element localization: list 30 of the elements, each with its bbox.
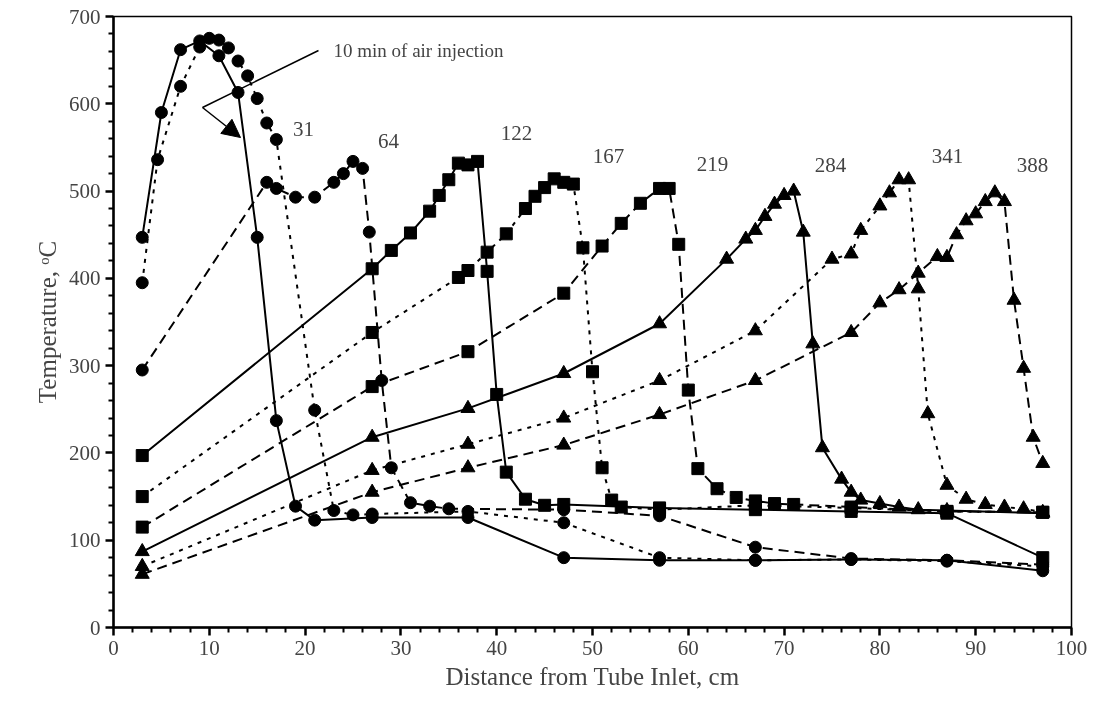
annotation: 284 [814,152,847,177]
x-tick-label: 30 [390,635,412,660]
x-tick-label: 60 [677,635,699,660]
annotation: 167 [592,143,625,168]
annotation: 64 [378,128,400,153]
x-tick-label: 40 [486,635,508,660]
annotation: 122 [500,120,533,145]
y-tick-label: 0 [90,615,101,640]
annotation: 388 [1016,152,1049,177]
y-axis-title: Temperature, ᵒC [34,240,61,404]
y-tick-label: 300 [69,353,101,378]
x-tick-label: 10 [198,635,220,660]
y-tick-label: 400 [69,266,101,291]
y-tick-label: 700 [69,4,101,29]
annotation: 31 [293,116,314,141]
x-tick-label: 20 [294,635,316,660]
x-tick-label: 0 [108,635,119,660]
x-tick-label: 50 [582,635,603,660]
x-tick-label: 80 [869,635,891,660]
y-tick-label: 600 [69,91,101,116]
annotation: 10 min of air injection [333,40,504,61]
annotation: 341 [931,143,964,168]
y-tick-label: 200 [69,440,101,465]
y-tick-label: 500 [69,179,101,204]
x-tick-label: 70 [773,635,795,660]
x-axis-title: Distance from Tube Inlet, cm [445,662,740,690]
annotation: 219 [696,151,729,176]
x-tick-label: 100 [1055,635,1088,660]
y-tick-label: 100 [69,528,101,553]
x-tick-label: 90 [965,635,987,660]
